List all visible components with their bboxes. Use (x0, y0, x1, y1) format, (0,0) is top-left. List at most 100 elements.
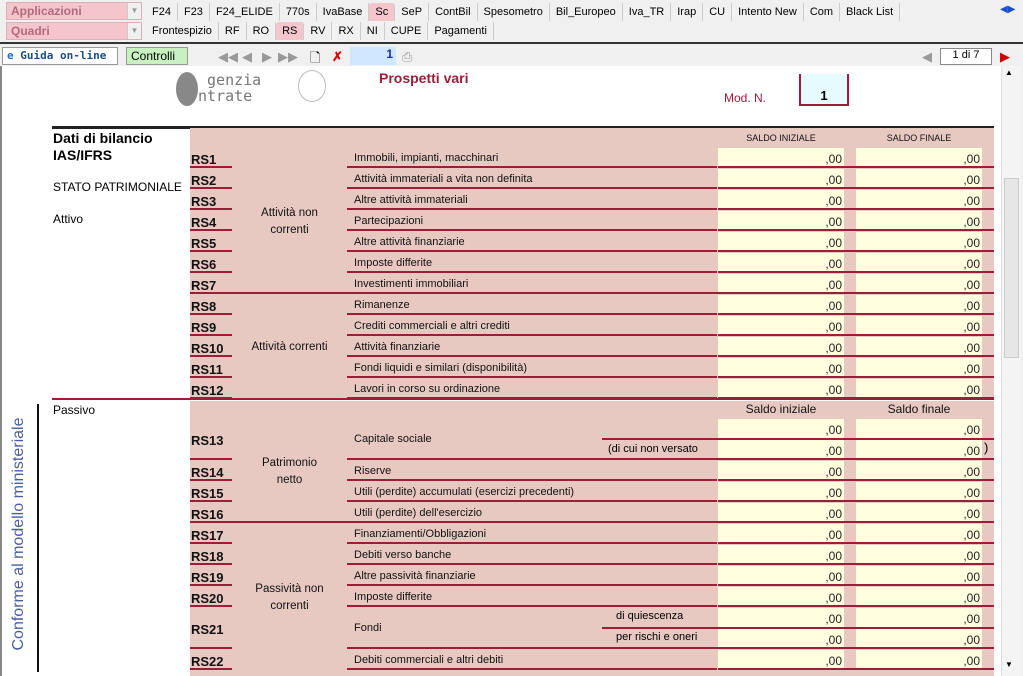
prev-icon[interactable]: ◀ (242, 49, 252, 64)
amount-field[interactable]: ,00 (718, 566, 844, 585)
scroll-up-icon[interactable]: ▲ (1005, 68, 1013, 77)
amount-field[interactable]: ,00 (856, 587, 982, 606)
new-page-icon[interactable]: 🗋 (310, 50, 321, 65)
amount-field[interactable]: ,00 (718, 419, 844, 438)
amount-field[interactable]: ,00 (856, 148, 982, 167)
amount-field[interactable]: ,00 (718, 253, 844, 272)
amount-field[interactable]: ,00 (718, 461, 844, 480)
tab-f24-elide[interactable]: F24_ELIDE (210, 3, 280, 21)
tab-irap[interactable]: Irap (671, 3, 704, 21)
amount-field[interactable]: ,00 (856, 337, 982, 356)
tab-cu[interactable]: CU (703, 3, 733, 21)
amount-field[interactable]: ,00 (856, 169, 982, 188)
tab-f24[interactable]: F24 (146, 3, 178, 21)
amount-field[interactable]: ,00 (856, 524, 982, 543)
amount-field[interactable]: ,00 (856, 190, 982, 209)
amount-field[interactable]: ,00 (856, 419, 982, 438)
tab-spesometro[interactable]: Spesometro (478, 3, 550, 21)
amount-field[interactable]: ,00 (856, 629, 982, 648)
amount-field[interactable]: ,00 (718, 337, 844, 356)
amount-field[interactable]: ,00 (718, 482, 844, 501)
quadri-dropdown[interactable]: Quadri ▼ (6, 22, 142, 40)
scroll-down-icon[interactable]: ▼ (1005, 660, 1013, 669)
amount-field[interactable]: ,00 (718, 379, 844, 398)
amount-field[interactable]: ,00 (856, 274, 982, 293)
amount-field[interactable]: ,00 (856, 566, 982, 585)
amount-field[interactable]: ,00 (718, 190, 844, 209)
tab-sep[interactable]: SeP (395, 3, 430, 21)
next-icon[interactable]: ▶ (262, 49, 272, 64)
amount-field[interactable]: ,00 (718, 169, 844, 188)
amount-field[interactable]: ,00 (856, 211, 982, 230)
amount-field[interactable]: ,00 (718, 232, 844, 251)
amount-field[interactable]: ,00 (718, 650, 844, 669)
tab-sc[interactable]: Sc (369, 3, 396, 21)
delete-page-icon[interactable]: ✗ (332, 49, 343, 64)
amount-field[interactable]: ,00 (856, 295, 982, 314)
tab-iva-tr[interactable]: Iva_TR (623, 3, 672, 21)
tab-frontespizio[interactable]: Frontespizio (146, 22, 219, 40)
amount-field[interactable]: ,00 (718, 629, 844, 648)
chevron-down-icon[interactable]: ▼ (127, 23, 141, 39)
amount-field[interactable]: ,00 (856, 440, 982, 459)
mod-number-field[interactable]: 1 (799, 74, 849, 106)
amount-field[interactable]: ,00 (856, 482, 982, 501)
amount-field[interactable]: ,00 (856, 316, 982, 335)
row-code: RS13 (190, 418, 232, 460)
amount-field[interactable]: ,00 (718, 587, 844, 606)
amount-field[interactable]: ,00 (856, 358, 982, 377)
amount-field[interactable]: ,00 (856, 545, 982, 564)
first-icon[interactable]: ◀◀ (218, 49, 238, 64)
tab-bil-europeo[interactable]: Bil_Europeo (550, 3, 623, 21)
amount-field[interactable]: ,00 (718, 211, 844, 230)
page-prev-icon[interactable]: ◀ (922, 49, 932, 64)
amount-field[interactable]: ,00 (718, 608, 844, 627)
vertical-scrollbar[interactable]: ▲ ▼ (1001, 66, 1021, 676)
tab-contbil[interactable]: ContBil (429, 3, 478, 21)
page-indicator: 1 di 7 (940, 48, 992, 65)
amount-field[interactable]: ,00 (718, 295, 844, 314)
tab-scroll-arrows-icon[interactable]: ◀▶ (1000, 4, 1016, 15)
controlli-button[interactable]: Controlli (126, 47, 188, 65)
tab-rf[interactable]: RF (219, 22, 247, 40)
page-next-icon[interactable]: ▶ (1000, 49, 1010, 64)
amount-field[interactable]: ,00 (856, 650, 982, 669)
last-icon[interactable]: ▶▶ (278, 49, 298, 64)
tab-black-list[interactable]: Black List (840, 3, 901, 21)
tab-f23[interactable]: F23 (178, 3, 210, 21)
tab-ni[interactable]: NI (361, 22, 385, 40)
guida-online-button[interactable]: e Guida on-line (2, 47, 118, 65)
amount-field[interactable]: ,00 (718, 358, 844, 377)
module-number-input[interactable]: 1 (350, 47, 396, 65)
amount-field[interactable]: ,00 (718, 440, 844, 459)
amount-field[interactable]: ,00 (718, 148, 844, 167)
emblem-icon (298, 70, 326, 102)
tab-ro[interactable]: RO (247, 22, 277, 40)
applicazioni-dropdown[interactable]: Applicazioni ▼ (6, 2, 142, 20)
amount-field[interactable]: ,00 (718, 274, 844, 293)
tab-com[interactable]: Com (804, 3, 841, 21)
amount-value: ,00 (825, 570, 842, 584)
print-icon[interactable]: ⎙ (402, 49, 413, 64)
amount-field[interactable]: ,00 (856, 461, 982, 480)
amount-field[interactable]: ,00 (856, 608, 982, 627)
tab-ivabase[interactable]: IvaBase (317, 3, 370, 21)
amount-field[interactable]: ,00 (856, 503, 982, 522)
amount-field[interactable]: ,00 (718, 316, 844, 335)
tab-rv[interactable]: RV (304, 22, 333, 40)
tab-pagamenti[interactable]: Pagamenti (428, 22, 494, 40)
amount-field[interactable]: ,00 (718, 503, 844, 522)
amount-field[interactable]: ,00 (856, 253, 982, 272)
amount-field[interactable]: ,00 (856, 232, 982, 251)
tab-cupe[interactable]: CUPE (385, 22, 429, 40)
amount-field[interactable]: ,00 (856, 379, 982, 398)
tab-rx[interactable]: RX (332, 22, 361, 40)
amount-field[interactable]: ,00 (718, 545, 844, 564)
tab-intento-new[interactable]: Intento New (732, 3, 804, 21)
scrollbar-thumb[interactable] (1004, 178, 1019, 358)
tab-770s[interactable]: 770s (280, 3, 317, 21)
chevron-down-icon[interactable]: ▼ (127, 3, 141, 19)
amount-field[interactable]: ,00 (718, 524, 844, 543)
tab-rs[interactable]: RS (276, 22, 305, 40)
row-code: RS2 (190, 168, 232, 189)
